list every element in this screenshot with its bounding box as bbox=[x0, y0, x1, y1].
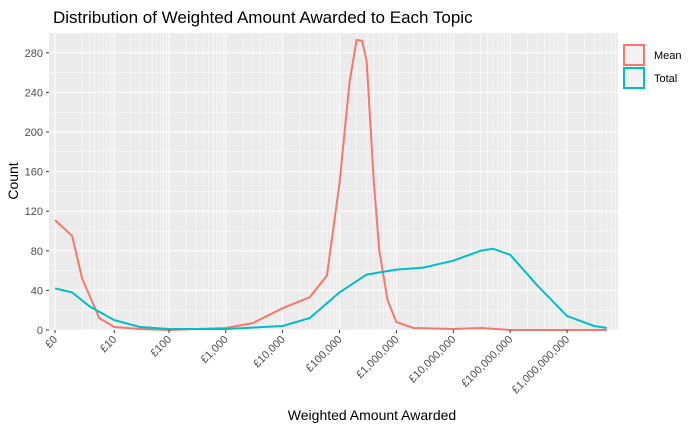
x-axis-title: Weighted Amount Awarded bbox=[288, 407, 456, 423]
y-axis-title: Count bbox=[5, 162, 21, 199]
y-tick-label: 160 bbox=[25, 167, 43, 179]
x-tick-label: £1,000 bbox=[199, 334, 231, 366]
x-tick-label: £100,000 bbox=[304, 334, 345, 375]
y-tick-label: 80 bbox=[31, 246, 43, 258]
y-tick-label: 240 bbox=[25, 87, 43, 99]
series-line-mean bbox=[54, 38, 607, 331]
x-tick-label: £10,000 bbox=[251, 334, 288, 371]
plot-panel bbox=[49, 33, 618, 330]
grid-major bbox=[49, 33, 618, 331]
chart-title: Distribution of Weighted Amount Awarded … bbox=[53, 8, 473, 27]
x-tick-label: £10 bbox=[98, 334, 119, 355]
legend-label-total: Total bbox=[654, 73, 677, 85]
x-tick-label: £1,000,000,000 bbox=[510, 334, 573, 397]
y-tick-label: 200 bbox=[25, 127, 43, 139]
y-axis: 0 40 80 120 160 200 240 280 bbox=[25, 48, 49, 337]
x-axis: £0 £10 £100 £1,000 £10,000 £100,000 £1,000,000… bbox=[43, 330, 572, 396]
legend-key-mean bbox=[623, 44, 645, 66]
y-tick-label: 120 bbox=[25, 206, 43, 218]
x-tick-label: £100 bbox=[148, 334, 174, 360]
y-tick-label: 40 bbox=[31, 285, 43, 297]
legend: Mean Total bbox=[618, 38, 696, 98]
y-tick-label: 0 bbox=[37, 325, 43, 337]
y-tick-label: 280 bbox=[25, 48, 43, 60]
series-line-total bbox=[54, 247, 608, 330]
grid-minor bbox=[49, 33, 618, 330]
x-tick-label: £0 bbox=[43, 334, 60, 351]
x-tick-label: £10,000,000 bbox=[407, 334, 459, 386]
legend-label-mean: Mean bbox=[654, 50, 682, 62]
x-tick-label: £1,000,000 bbox=[354, 334, 401, 381]
legend-key-total bbox=[623, 67, 645, 89]
x-tick-label: £100,000,000 bbox=[459, 334, 515, 390]
series-layer bbox=[54, 38, 608, 331]
